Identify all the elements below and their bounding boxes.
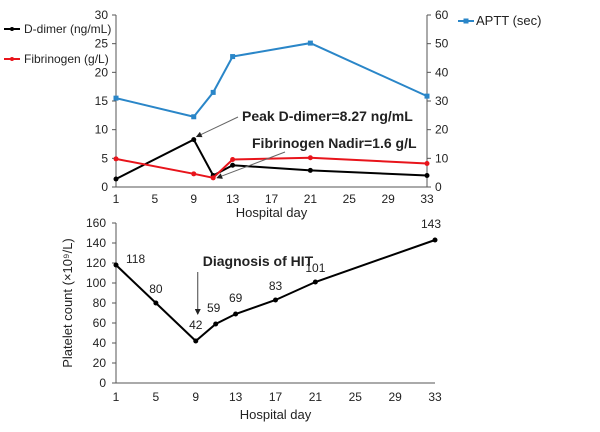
x-tick-label: 9 xyxy=(192,390,199,404)
y-tick-label: 0 xyxy=(101,180,108,194)
legend-marker xyxy=(10,27,14,31)
x-tick-label: 17 xyxy=(265,192,279,206)
y-tick-label: 5 xyxy=(101,151,108,165)
data-point xyxy=(230,156,236,162)
data-point xyxy=(191,137,197,143)
data-point xyxy=(113,156,119,162)
x-tick-label: 29 xyxy=(388,390,402,404)
data-point xyxy=(113,262,119,268)
data-point xyxy=(153,300,159,306)
data-label: 101 xyxy=(305,261,325,275)
y-tick-label: 80 xyxy=(93,296,107,310)
annotation-arrow xyxy=(216,151,286,179)
x-tick-label: 13 xyxy=(226,192,240,206)
legend-marker xyxy=(10,57,14,61)
y-tick-label: 160 xyxy=(86,216,106,230)
y-tick-label: 15 xyxy=(95,94,109,108)
annotation-arrow xyxy=(195,116,239,138)
y-tick-label: 30 xyxy=(95,8,109,22)
data-point xyxy=(273,297,278,303)
y-tick-label: 140 xyxy=(86,236,106,250)
legend-label: D-dimer (ng/mL) xyxy=(24,22,111,36)
data-point xyxy=(432,237,438,243)
y-tick-label: 100 xyxy=(86,276,106,290)
series-line-1 xyxy=(115,156,428,179)
data-label: 118 xyxy=(126,252,145,266)
data-point xyxy=(191,171,197,177)
y2-tick-label: 30 xyxy=(435,94,449,108)
y-tick-label: 40 xyxy=(93,336,107,350)
y-tick-label: 60 xyxy=(93,316,107,330)
data-point xyxy=(210,89,216,95)
platelet-line xyxy=(115,239,436,343)
data-point xyxy=(424,93,430,99)
x-tick-label: 21 xyxy=(304,192,318,206)
data-point xyxy=(233,311,239,317)
data-label: 42 xyxy=(189,318,203,332)
x-tick-label: 33 xyxy=(428,390,442,404)
legend-label: APTT (sec) xyxy=(476,13,542,28)
data-point xyxy=(424,173,430,179)
y-tick-label: 0 xyxy=(99,376,106,390)
x-tick-label: 5 xyxy=(153,390,160,404)
x-tick-label: 25 xyxy=(349,390,363,404)
data-point xyxy=(113,95,119,101)
data-label: 69 xyxy=(229,291,243,305)
data-point xyxy=(312,279,318,285)
x-tick-label: 21 xyxy=(309,390,323,404)
x-tick-label: 13 xyxy=(229,390,243,404)
data-point xyxy=(307,40,313,46)
y2-tick-label: 60 xyxy=(435,8,449,22)
y-tick-label: 10 xyxy=(95,123,109,137)
data-label: 143 xyxy=(421,217,441,231)
data-label: 59 xyxy=(207,301,221,315)
data-point xyxy=(424,160,430,166)
annotation-hit-diagnosis: Diagnosis of HIT xyxy=(203,253,314,269)
y-tick-label: 20 xyxy=(95,65,109,79)
data-point xyxy=(230,162,236,168)
data-point xyxy=(307,155,313,161)
y2-tick-label: 0 xyxy=(435,180,442,194)
y2-tick-label: 10 xyxy=(435,151,449,165)
y2-tick-label: 20 xyxy=(435,123,449,137)
y-tick-label: 20 xyxy=(93,356,107,370)
legend-marker xyxy=(463,18,469,24)
data-point xyxy=(191,114,197,120)
annotation-fibrinogen-nadir: Fibrinogen Nadir=1.6 g/L xyxy=(252,135,417,151)
legend-label: Fibrinogen (g/L) xyxy=(24,52,109,66)
x-tick-label: 33 xyxy=(420,192,434,206)
x-tick-label: 17 xyxy=(269,390,283,404)
x-axis-label: Hospital day xyxy=(236,205,308,220)
data-point xyxy=(213,321,219,327)
y2-tick-label: 40 xyxy=(435,65,449,79)
y-axis-label: Platelet count (×10⁹/L) xyxy=(60,238,75,368)
x-tick-label: 1 xyxy=(113,390,120,404)
y-tick-label: 120 xyxy=(86,256,106,270)
y2-tick-label: 50 xyxy=(435,37,449,51)
series-line-0 xyxy=(115,138,428,180)
x-tick-label: 9 xyxy=(190,192,197,206)
series-line-2 xyxy=(115,42,428,118)
x-tick-label: 1 xyxy=(113,192,120,206)
data-point xyxy=(113,176,119,182)
y-tick-label: 25 xyxy=(95,37,109,51)
data-point xyxy=(307,167,313,173)
x-tick-label: 29 xyxy=(381,192,395,206)
x-tick-label: 5 xyxy=(152,192,159,206)
data-point xyxy=(230,54,236,60)
data-point xyxy=(210,175,216,181)
data-label: 83 xyxy=(269,279,283,293)
data-label: 80 xyxy=(149,282,163,296)
annotation-peak-ddimer: Peak D-dimer=8.27 ng/mL xyxy=(242,108,413,124)
x-tick-label: 25 xyxy=(343,192,357,206)
x-axis-label: Hospital day xyxy=(240,407,312,422)
data-point xyxy=(193,338,199,344)
